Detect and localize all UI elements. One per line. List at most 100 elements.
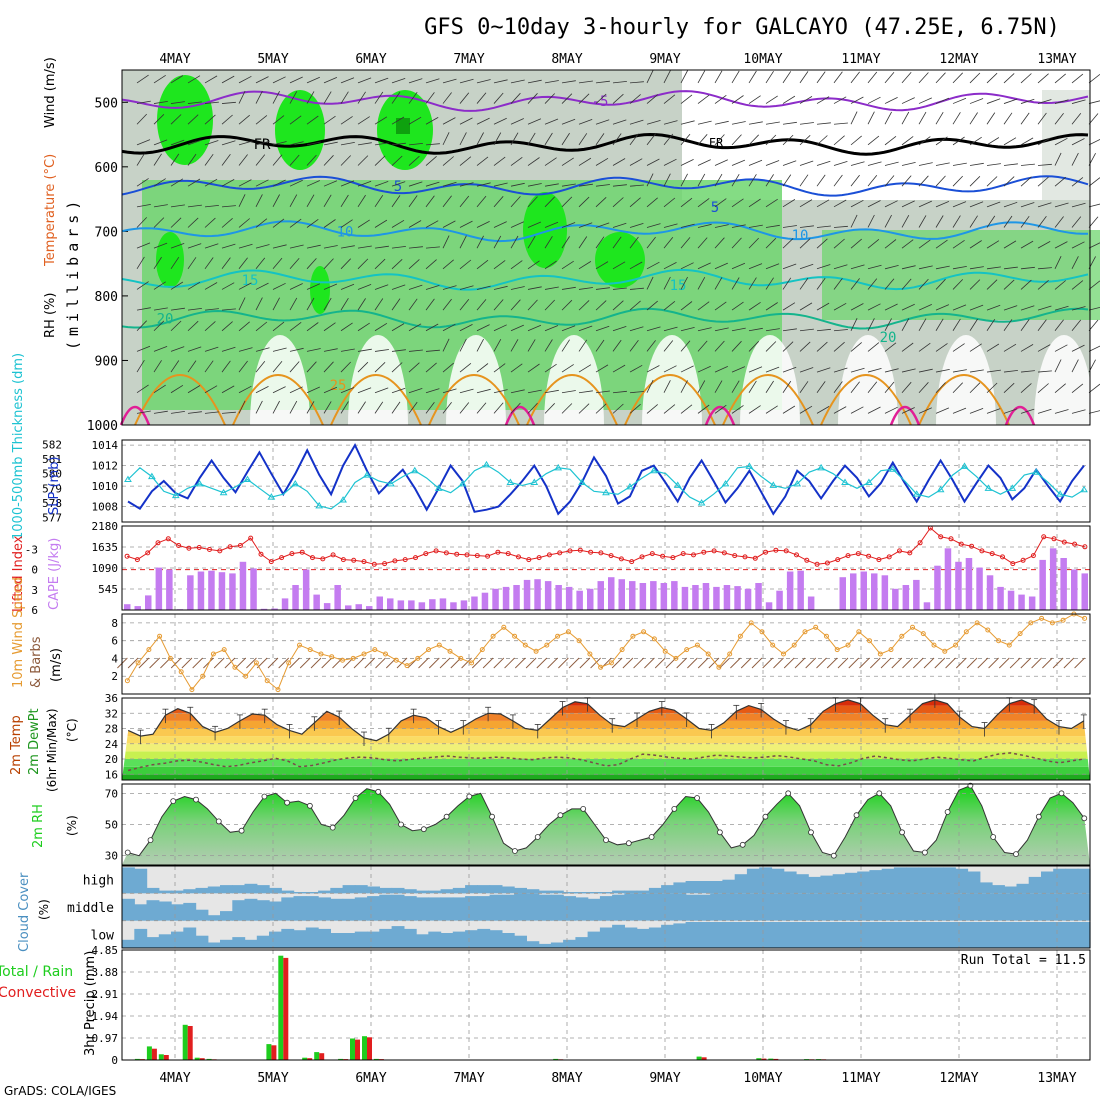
wind-barb [578,93,590,104]
wind-barb [833,329,848,332]
wind-barb [612,236,622,249]
wind-barb-10m [181,657,193,669]
wind-barb [697,223,712,228]
wind-barb [799,381,809,393]
wind-barb [425,220,439,228]
wind-barb [1071,383,1084,394]
wind-barb [323,297,332,311]
cape-bar [839,577,846,610]
li-marker [958,541,964,547]
wind-barb [493,92,504,104]
wind-barb-10m [719,657,731,669]
wind-barb [1037,319,1047,332]
wind-barb [765,366,780,373]
wind-barb [833,238,845,249]
wind-barb [901,72,912,84]
wind-barb [578,119,593,125]
cloud-bar-middle [697,894,711,921]
wind-barb [986,137,1000,146]
wind-marker [1060,617,1066,623]
cloud-bar-high [575,892,589,894]
wind-barb [442,259,454,270]
cape-bar [124,604,131,610]
wind-barb [935,369,950,373]
wind-barb-10m [977,657,989,669]
li-marker [814,561,820,567]
wind-barb [221,243,236,249]
cloud-bar-high [183,889,197,894]
cloud-bar-high [146,887,160,894]
cloud-bar-middle [550,894,564,921]
wind-barb [374,181,389,187]
isotherm-label: 25 [330,378,347,394]
day-label-bottom: 7MAY [453,1071,484,1086]
wind-barb [136,242,151,249]
wind-barb [493,339,502,352]
thickness-marker [410,466,419,474]
cloud-level-label: low [91,928,115,943]
rh-marker [147,837,154,843]
wind-barb [527,363,540,373]
wind-barb [663,133,674,146]
wind-barb [204,140,219,146]
wind-barb [646,236,656,249]
wind-barb [1020,137,1034,146]
isotherm-label: FR [254,137,271,153]
wind-barb [510,324,524,332]
cloud-bar-low [134,928,148,948]
cape-bar [418,602,426,610]
wind-barb [255,90,263,104]
wind-barb [272,218,285,228]
li-marker [186,545,192,551]
thickness-marker [530,478,539,485]
wind-barb-10m [859,657,870,669]
isotherm-30 [1004,405,1036,426]
wind-barb [918,111,927,125]
wind-barb [340,91,349,104]
thickness-marker [195,479,204,487]
wind-barb [187,257,197,270]
wind-barb [731,134,742,146]
wind-barb [680,120,695,125]
isotherm-25 [428,374,520,426]
cloud-bar-middle [1028,893,1042,921]
wind-barb [1088,177,1100,187]
wind-barb [782,225,797,228]
wind-barb [476,195,487,208]
wind-barb [391,116,405,125]
wind-barb [289,347,304,352]
wind-barb [816,406,830,414]
cloud-bar-high [771,868,785,894]
wind-barb [442,323,456,332]
wind-barb [510,92,521,104]
wind-barb [952,407,967,414]
wind-barb [935,162,950,166]
wind-barb [748,224,763,228]
wind-barb [850,111,858,125]
cloud-bar-low [575,937,589,948]
wind-marker [888,647,894,653]
precip-tick: 1.94 [92,1010,119,1023]
wind-barb-10m [213,657,225,669]
wind-barb [816,135,828,146]
wind-barb [816,328,831,332]
li-marker [639,554,645,560]
cloud-bar-high [697,881,711,894]
wind-barb [561,339,570,352]
wind-barb-10m [708,657,720,669]
wind-barb [527,221,542,228]
cloud-bar-high [820,875,834,894]
wind-barb [374,322,388,332]
wind-barb [272,297,280,311]
wind-marker [684,647,690,653]
cloud-bar-middle [979,893,993,921]
wind-marker [210,651,216,657]
wind-barb [204,205,219,208]
cloud-bar-middle [452,897,466,921]
cape-bar [955,561,962,610]
day-labels-top: 4MAY 5MAY 6MAY 7MAY 8MAY 9MAY 10MAY 11MAY 12MAY 1… [159,52,1076,67]
wind-barb [765,198,778,208]
wind-barb [136,345,151,352]
cape-bar [713,586,720,610]
wind-marker [383,651,388,657]
